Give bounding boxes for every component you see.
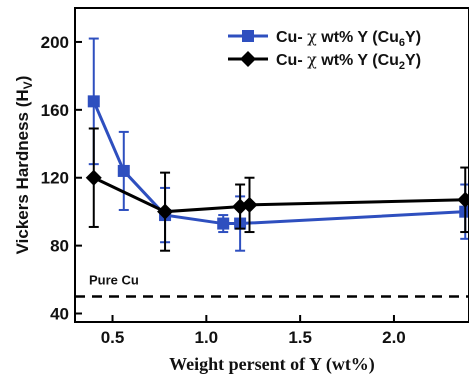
legend-label-cu2y: Cu- χ wt% Y (Cu2Y) bbox=[276, 50, 421, 72]
pure-cu-label: Pure Cu bbox=[89, 273, 139, 288]
x-tick-label: 1.5 bbox=[288, 328, 312, 347]
legend-mid: wt% Y (Cu bbox=[317, 29, 399, 46]
data-point bbox=[217, 217, 230, 230]
legend-chi: χ bbox=[307, 27, 317, 46]
legend-end: Y) bbox=[405, 29, 421, 46]
plot-frame bbox=[74, 7, 469, 323]
y-tick-label: 160 bbox=[41, 101, 69, 120]
series-line bbox=[93, 176, 466, 214]
legend-end: Y) bbox=[405, 52, 421, 69]
legend-prefix: Cu- bbox=[276, 29, 307, 46]
y-axis-title: Vickers Hardness (HV) bbox=[13, 76, 35, 255]
legend-sub: 2 bbox=[399, 60, 405, 72]
y-axis-title-sub: V bbox=[21, 81, 35, 89]
series-cu6y bbox=[87, 37, 469, 252]
legend-chi: χ bbox=[307, 50, 317, 69]
y-tick-label: 80 bbox=[50, 237, 69, 256]
legend-label-cu6y: Cu- χ wt% Y (Cu6Y) bbox=[276, 27, 421, 49]
legend-prefix: Cu- bbox=[276, 52, 307, 69]
y-tick-label: 40 bbox=[50, 305, 69, 324]
y-tick-label: 120 bbox=[41, 169, 69, 188]
series-group bbox=[85, 37, 469, 252]
ticks-group: 0.5 1.0 1.5 2.0 40 80 120 160 200 bbox=[41, 33, 406, 347]
data-point bbox=[241, 196, 258, 213]
legend-sub: 6 bbox=[399, 37, 405, 49]
y-axis-title-main: Vickers Hardness (H bbox=[13, 89, 32, 254]
x-tick-label: 1.0 bbox=[195, 328, 219, 347]
legend-entry-cu6y: Cu- χ wt% Y (Cu6Y) bbox=[228, 27, 421, 49]
legend-marker-cu2y bbox=[240, 51, 256, 67]
x-tick-label: 0.5 bbox=[101, 328, 125, 347]
x-tick-label: 2.0 bbox=[382, 328, 406, 347]
data-point bbox=[87, 95, 100, 108]
data-point bbox=[157, 203, 174, 220]
data-point bbox=[457, 191, 469, 208]
series-line bbox=[92, 100, 466, 226]
legend-mid: wt% Y (Cu bbox=[317, 52, 399, 69]
data-point bbox=[117, 164, 130, 177]
legend-marker-cu6y bbox=[242, 30, 254, 42]
data-point bbox=[85, 169, 102, 186]
y-axis-title-close: ) bbox=[13, 76, 32, 82]
x-axis-title: Weight persent of Y (wt%) bbox=[169, 354, 375, 375]
data-point bbox=[459, 205, 469, 218]
legend-entry-cu2y: Cu- χ wt% Y (Cu2Y) bbox=[228, 50, 421, 72]
legend: Cu- χ wt% Y (Cu6Y) Cu- χ wt% Y (Cu2Y) bbox=[228, 27, 421, 72]
y-tick-label: 200 bbox=[41, 33, 69, 52]
